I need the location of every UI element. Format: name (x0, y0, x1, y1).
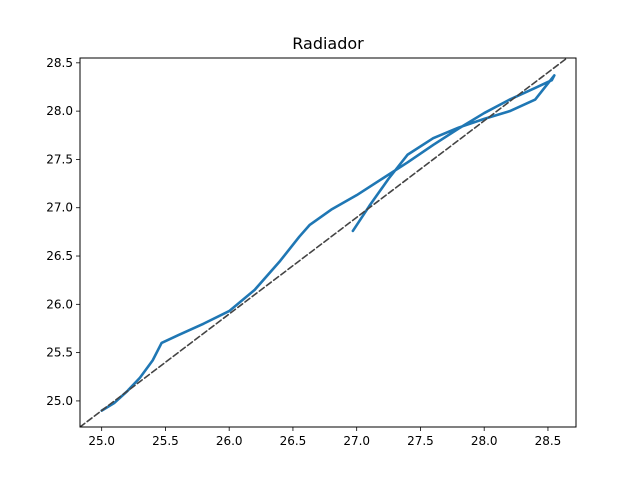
y-tick-label: 26.5 (46, 249, 73, 263)
y-tick-label: 28.5 (46, 56, 73, 70)
chart-title: Radiador (292, 34, 364, 53)
x-tick-label: 28.0 (471, 434, 498, 448)
y-tick-label: 25.0 (46, 394, 73, 408)
y-tick-label: 28.0 (46, 104, 73, 118)
series-line (100, 74, 556, 412)
x-tick-label: 26.5 (280, 434, 307, 448)
y-tick-label: 26.0 (46, 297, 73, 311)
y-axis: 25.0 25.5 26.0 26.5 27.0 27.5 28.0 28.5 (46, 56, 80, 408)
x-tick-label: 27.5 (407, 434, 434, 448)
y-tick-label: 27.0 (46, 201, 73, 215)
x-tick-label: 25.5 (152, 434, 179, 448)
x-tick-label: 27.0 (343, 434, 370, 448)
y-tick-label: 27.5 (46, 152, 73, 166)
x-axis: 25.0 25.5 26.0 26.5 27.0 27.5 28.0 28.5 (88, 427, 561, 448)
x-tick-label: 28.5 (535, 434, 562, 448)
x-tick-label: 25.0 (88, 434, 115, 448)
x-tick-label: 26.0 (216, 434, 243, 448)
y-tick-label: 25.5 (46, 346, 73, 360)
plot-area-frame (79, 57, 577, 428)
reference-diagonal-line (80, 58, 569, 427)
